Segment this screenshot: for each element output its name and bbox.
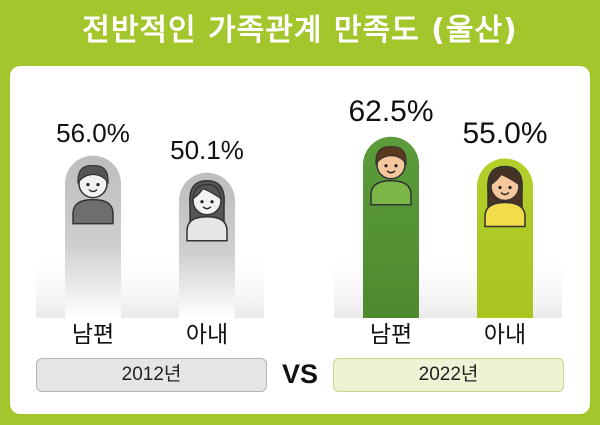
year-label-2022: 2022년 bbox=[333, 358, 564, 392]
eye-left-2022-husband bbox=[384, 164, 388, 168]
vs-label: VS bbox=[281, 359, 319, 389]
body-2012-wife bbox=[186, 215, 228, 242]
hair-top-2012-wife bbox=[192, 184, 222, 200]
smile-2012-wife bbox=[202, 206, 212, 210]
chart-title: 전반적인 가족관계 만족도 (울산) bbox=[82, 13, 518, 48]
woman-avatar-icon bbox=[186, 179, 228, 242]
body-2022-wife bbox=[484, 201, 526, 228]
hair-top-2022-husband bbox=[375, 146, 407, 166]
body-2022-husband bbox=[370, 179, 412, 206]
category-label-2012-wife: 아내 bbox=[185, 322, 229, 348]
value-label-2012-husband: 56.0% bbox=[56, 117, 130, 148]
woman-avatar-icon bbox=[484, 165, 526, 228]
smile-2012-husband bbox=[88, 189, 98, 193]
value-label-2012-wife: 50.1% bbox=[170, 134, 244, 165]
eye-right-2012-husband bbox=[96, 183, 100, 187]
year-label-2012: 2012년 bbox=[36, 358, 267, 392]
body-2012-husband bbox=[72, 198, 114, 225]
category-label-2022-wife: 아내 bbox=[483, 322, 527, 348]
smile-2022-wife bbox=[500, 192, 510, 196]
hair-top-2022-wife bbox=[490, 169, 520, 186]
hair-top-2012-husband bbox=[77, 164, 109, 185]
eye-left-2012-husband bbox=[86, 183, 90, 187]
value-label-2022-wife: 55.0% bbox=[462, 116, 548, 150]
smile-2022-husband bbox=[386, 170, 396, 174]
eye-left-2022-wife bbox=[498, 185, 502, 190]
category-label-2012-husband: 남편 bbox=[71, 322, 115, 348]
bar-2012-husband bbox=[65, 155, 121, 318]
man-avatar-icon bbox=[370, 146, 412, 206]
bar-2022-husband bbox=[363, 136, 419, 318]
category-label-2022-husband: 남편 bbox=[369, 322, 413, 348]
value-label-2022-husband: 62.5% bbox=[348, 94, 434, 128]
eye-left-2012-wife bbox=[200, 200, 204, 204]
man-avatar-icon bbox=[72, 164, 114, 225]
eye-right-2012-wife bbox=[210, 200, 214, 204]
eye-right-2022-husband bbox=[394, 164, 398, 168]
eye-right-2022-wife bbox=[508, 185, 512, 190]
